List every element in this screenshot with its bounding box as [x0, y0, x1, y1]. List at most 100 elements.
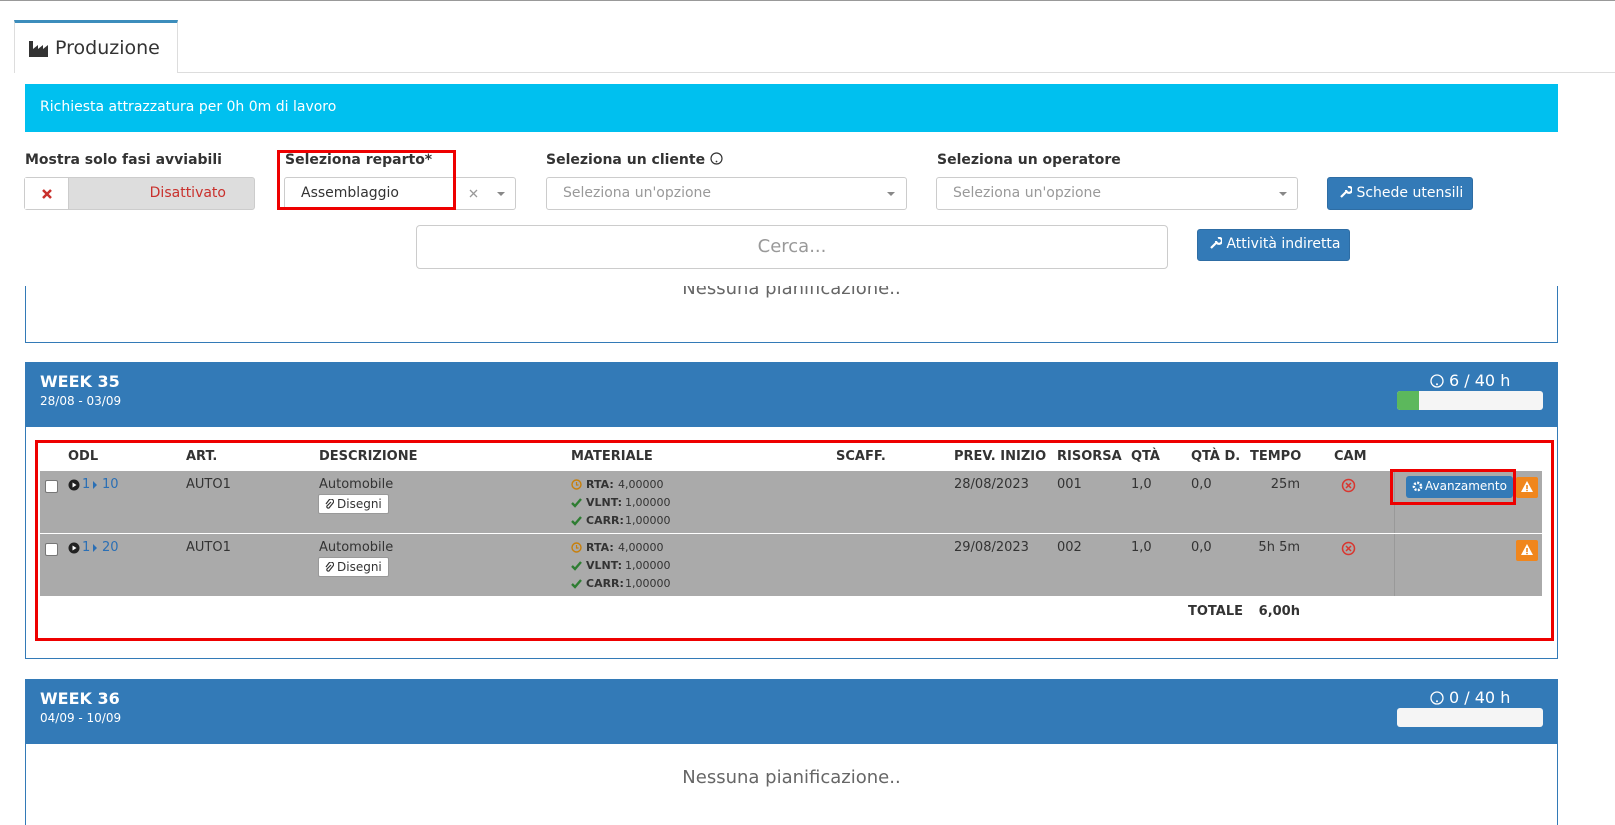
week-hours: 0 / 40 h — [1449, 688, 1511, 707]
progress-bar — [1397, 391, 1543, 410]
material-icon — [571, 578, 582, 593]
column-header: QTÀ D. — [1191, 449, 1241, 464]
material-qty: 1,00000 — [625, 514, 671, 527]
article: AUTO1 — [186, 477, 231, 492]
column-header: TEMPO — [1250, 449, 1302, 464]
toggle-off — [25, 178, 69, 209]
search-bar: Cerca... Attività indiretta — [0, 212, 1615, 286]
schede-label: Schede utensili — [1356, 185, 1464, 201]
table-row — [40, 471, 1542, 533]
gear-icon — [1412, 481, 1423, 495]
clip-icon — [325, 498, 335, 513]
row-checkbox[interactable] — [45, 543, 58, 556]
reparto-label: Seleziona reparto* — [285, 152, 433, 168]
start-date: 29/08/2023 — [954, 540, 1029, 555]
alert: Richiesta attrazzatura per 0h 0m di lavo… — [25, 84, 1558, 132]
material-icon — [571, 497, 582, 512]
cliente-label-text: Seleziona un cliente — [546, 152, 706, 168]
operatore-select[interactable]: Seleziona un'opzione — [936, 177, 1298, 210]
search-input[interactable]: Cerca... — [416, 225, 1168, 269]
caret — [1279, 192, 1287, 196]
toggle[interactable]: Disattivato — [24, 177, 255, 210]
material-icon-svg — [571, 516, 582, 526]
indiretta-button[interactable]: Attività indiretta — [1197, 229, 1350, 261]
clear-icon[interactable] — [469, 189, 479, 199]
help-icon — [1430, 374, 1444, 392]
wrench-icon — [1340, 185, 1354, 198]
column-header: MATERIALE — [571, 449, 653, 464]
factory-icon — [29, 41, 48, 57]
clip-icon-svg — [325, 561, 335, 572]
warning-button[interactable] — [1516, 540, 1538, 561]
clip-icon-svg — [325, 498, 335, 509]
cam-icon — [1341, 541, 1356, 560]
phase-link[interactable]: 10 — [102, 477, 119, 492]
phase-link[interactable]: 20 — [102, 540, 119, 555]
help-icon-svg — [1430, 691, 1444, 705]
material-code: CARR: — [586, 577, 624, 590]
wrench-icon — [1210, 236, 1224, 249]
week-header: WEEK 35 28/08 - 03/09 6 / 40 h — [25, 362, 1558, 427]
drawings-button[interactable]: Disegni — [318, 494, 389, 514]
week-hours: 6 / 40 h — [1449, 371, 1511, 390]
description: Automobile — [319, 477, 394, 492]
material-icon-svg — [571, 561, 582, 571]
total-value: 6,00h — [1258, 604, 1300, 619]
quantity-done: 0,0 — [1191, 477, 1212, 492]
clip-icon — [325, 561, 335, 576]
help-icon — [1430, 691, 1444, 709]
odl-link[interactable]: 1 — [82, 477, 91, 492]
top-border — [0, 0, 1615, 1]
material-code: CARR: — [586, 514, 624, 527]
material-code: VLNT: — [586, 559, 623, 572]
quantity: 1,0 — [1131, 540, 1152, 555]
help-icon-svg — [1430, 374, 1444, 388]
indiretta-label: Attività indiretta — [1226, 236, 1341, 252]
quantity-done: 0,0 — [1191, 540, 1212, 555]
help-icon — [710, 152, 723, 165]
material-code: RTA: — [586, 478, 614, 491]
row-checkbox[interactable] — [45, 480, 58, 493]
drawings-button[interactable]: Disegni — [318, 557, 389, 577]
week-header: WEEK 36 04/09 - 10/09 0 / 40 h — [25, 679, 1558, 744]
play-icon — [68, 479, 80, 495]
schede-button[interactable]: Schede utensili — [1327, 177, 1473, 210]
resource: 002 — [1057, 540, 1082, 555]
material-icon — [571, 560, 582, 575]
play-icon-svg — [68, 479, 80, 491]
material-code: RTA: — [586, 541, 614, 554]
cam-icon — [1341, 478, 1356, 497]
play-icon-svg — [68, 542, 80, 554]
column-header: ART. — [186, 449, 218, 464]
article: AUTO1 — [186, 540, 231, 555]
material-icon — [571, 515, 582, 530]
warning-button[interactable] — [1516, 477, 1538, 498]
odl-link[interactable]: 1 — [82, 540, 91, 555]
reparto-value: Assemblaggio — [301, 185, 399, 201]
tab[interactable]: Produzione — [14, 20, 178, 73]
material-icon-svg — [571, 579, 582, 589]
column-header: QTÀ — [1131, 449, 1160, 464]
material-icon-svg — [571, 542, 582, 553]
start-date: 28/08/2023 — [954, 477, 1029, 492]
warning-button-svg — [1521, 544, 1533, 555]
toggle-value: Disattivato — [149, 185, 226, 201]
toggle-label: Mostra solo fasi avviabili — [25, 152, 222, 168]
material-icon-svg — [571, 498, 582, 508]
cam-icon-svg — [1341, 478, 1356, 493]
time: 5h 5m — [1258, 540, 1300, 555]
column-header: SCAFF. — [836, 449, 886, 464]
description: Automobile — [319, 540, 394, 555]
material-qty: 4,00000 — [618, 478, 664, 491]
cam-icon-svg — [1341, 541, 1356, 556]
advance-button[interactable]: Avanzamento — [1406, 476, 1513, 498]
highlight — [277, 150, 456, 210]
caret-icon-svg — [93, 481, 97, 489]
material-code: VLNT: — [586, 496, 623, 509]
table-row — [40, 534, 1542, 596]
tab-label: Produzione — [55, 37, 160, 59]
caret-icon-svg — [93, 544, 97, 552]
cliente-select[interactable]: Seleziona un'opzione — [546, 177, 907, 210]
column-header: PREV. INIZIO — [954, 449, 1047, 464]
operatore-label: Seleziona un operatore — [937, 152, 1121, 168]
